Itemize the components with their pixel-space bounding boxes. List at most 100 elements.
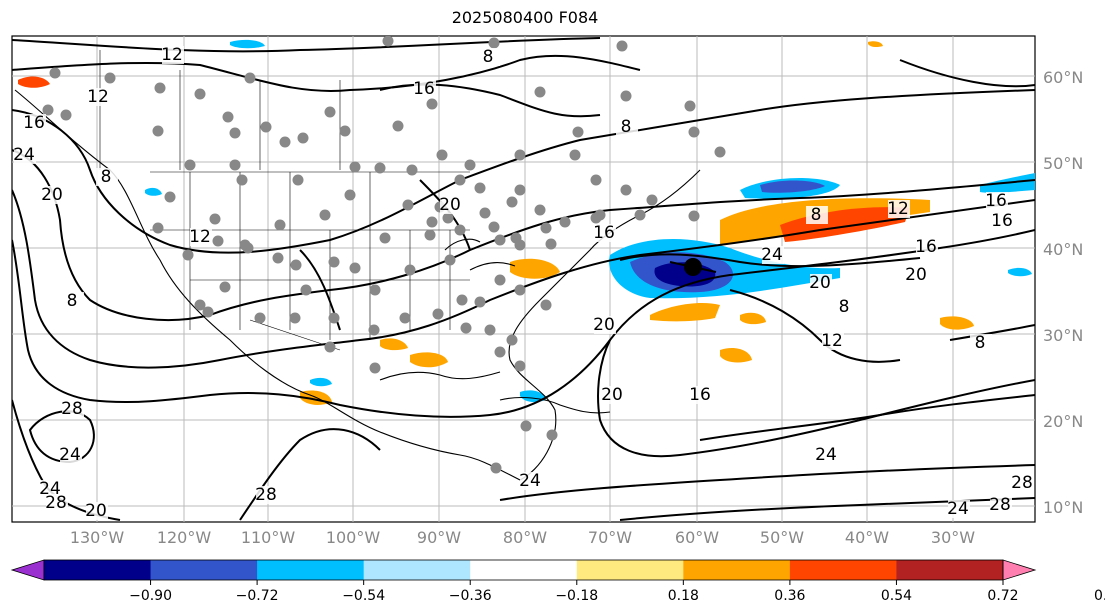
warm-patch [740,312,766,325]
contour-label-background [916,238,938,256]
contour-label: 16 [593,223,615,243]
contour-line [12,189,1035,369]
station-dot [154,82,166,94]
lon-label: 130°W [69,528,125,547]
contour-label: 16 [413,79,435,99]
contour-label: 28 [255,485,277,505]
colorbar-segment [789,560,897,580]
contour-label: 28 [45,493,67,513]
station-dot [520,420,532,432]
contour-label: 12 [87,87,109,107]
colorbar-segment [363,560,471,580]
station-dot [424,229,436,241]
lat-label: 20°N [1043,412,1084,431]
contour-label: 24 [815,445,837,465]
station-dot [328,256,340,268]
colorbar-tick-label: −0.18 [555,588,599,604]
contour-line [12,37,601,53]
station-dot [404,264,416,276]
station-dot [506,196,518,208]
cool-patch [310,377,332,387]
station-dot [222,111,234,123]
station-dot [344,189,356,201]
contour-line [12,89,1035,254]
gulf-coastline [379,371,501,381]
contour-label-background [42,186,64,204]
warm-region-south [650,303,720,322]
station-dot [494,346,506,358]
contour-line [949,324,1035,341]
contour-label-background [834,298,856,316]
contour-label-background [440,196,462,214]
station-dot [374,162,386,174]
station-dot [464,159,476,171]
map-title: 2025080400 F084 [451,8,599,27]
station-dot [714,146,726,158]
contour-label-background [414,80,436,98]
station-dot [202,306,214,318]
station-dot [402,199,414,211]
station-dot [369,284,381,296]
contour-label-background [60,446,82,464]
colorbar-tick-label: 0.54 [880,588,913,604]
cool-patch [145,187,162,196]
station-dot [620,184,632,196]
station-dot [454,224,466,236]
station-dot [444,254,456,266]
colorbar-tick-label: −0.36 [448,588,492,604]
lon-label: 50°W [759,528,805,547]
contour-label: 24 [59,445,81,465]
contour-label: 16 [991,211,1013,231]
colorbar-tick-label: −0.72 [235,588,279,604]
warm-patch [720,348,752,363]
station-dot [620,90,632,102]
station-dot [349,161,361,173]
station-dot [152,222,164,234]
lon-label: 90°W [416,528,462,547]
colorbar-segment [257,560,365,580]
contour-label-background [46,494,68,512]
colorbar-extend-low [10,559,45,581]
station-dot [456,294,468,306]
contour-line [729,289,901,363]
station-dot [324,106,336,118]
contour-label-background [616,118,638,136]
lon-label: 70°W [587,528,633,547]
lon-label: 60°W [674,528,720,547]
station-dot [324,341,336,353]
station-dot [545,238,557,250]
contour-label: 24 [13,145,35,165]
station-dot [242,242,254,254]
lon-label: 120°W [156,528,212,547]
contour-label-background [86,502,108,520]
contour-label: 12 [821,331,843,351]
station-dot [229,159,241,171]
station-dot [60,109,72,121]
station-dot [212,235,224,247]
colorbar-tick-label: 0.18 [667,588,699,604]
contour-label-background [948,500,970,518]
station-dot [184,159,196,171]
station-dot [254,312,266,324]
cool-core-north [760,180,825,193]
station-dot [688,210,700,222]
storm-track [669,261,717,273]
contour-label: 16 [23,113,45,133]
station-dot [540,222,552,234]
station-dot [406,164,418,176]
warm-region-coast [510,258,560,279]
station-dot [164,191,176,203]
caribbean-islands [499,396,611,414]
contour-label: 28 [1011,473,1033,493]
station-dot [474,296,486,308]
colorbar-tick-label: −0.90 [129,588,172,604]
contour-label: 20 [601,385,623,405]
contour-label-background [190,228,212,246]
contour-label-background [24,114,46,132]
station-dot [219,281,231,293]
contour-label: 16 [915,237,937,257]
contour-label-background [1012,474,1034,492]
contour-label-background [520,472,542,490]
warm-patch [410,352,448,368]
station-dot [646,194,658,206]
